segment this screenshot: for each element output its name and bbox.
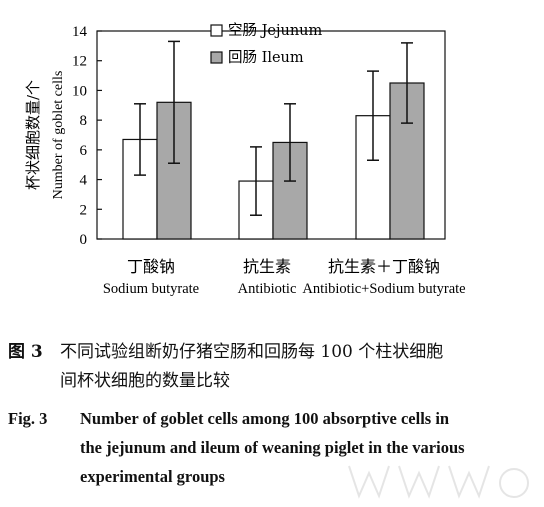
caption-cn-label: 图 3: [8, 342, 43, 362]
category-label-english: Antibiotic: [238, 281, 297, 297]
y-tick-label: 0: [80, 232, 88, 248]
y-axis-label-chinese: 杯状细胞数量/个: [24, 80, 42, 190]
legend-swatch-jejunum: [210, 24, 223, 37]
category-label-english: Antibiotic+Sodium butyrate: [302, 281, 465, 297]
bar-jejunum: [122, 138, 158, 240]
legend-label-ileum: 回肠 Ileum: [228, 49, 304, 66]
y-axis-label-english: Number of goblet cells: [51, 71, 66, 200]
watermark-logo: [348, 465, 529, 499]
legend-label-jejunum: 空肠 Jejunum: [228, 22, 323, 39]
caption-en-line2: the jejunum and ileum of weaning piglet …: [80, 438, 465, 457]
caption-cn-line2: 间杯状细胞的数量比较: [60, 371, 230, 391]
y-tick-label: 8: [80, 113, 88, 129]
y-tick-label: 14: [72, 24, 88, 40]
chart-legend: 空肠 Jejunum 回肠 Ileum: [210, 22, 323, 66]
category-label-chinese: 抗生素: [243, 257, 291, 276]
category-label-chinese: 抗生素＋丁酸钠: [328, 257, 440, 276]
figure-caption-chinese: 图 3 不同试验组断奶仔猪空肠和回肠每 100 个柱状细胞 间杯状细胞的数量比较: [8, 338, 538, 396]
legend-swatch-ileum: [210, 51, 223, 64]
goblet-cell-bar-chart: 0 2 4 6 8 10 12 14 杯状细胞数量/个 Number of goblet cell…: [24, 22, 466, 297]
y-tick-label: 2: [80, 202, 88, 218]
figure-caption-english: Fig. 3 Number of goblet cells among 100 a…: [8, 404, 540, 491]
category-label-chinese: 丁酸钠: [127, 257, 175, 276]
y-tick-label: 4: [80, 173, 88, 189]
y-tick-label: 12: [72, 54, 87, 70]
caption-en-label: Fig. 3: [8, 409, 48, 428]
caption-en-line1: Number of goblet cells among 100 absorpt…: [80, 409, 450, 428]
caption-en-line3: experimental groups: [80, 467, 225, 486]
chart-labels: 0 2 4 6 8 10 12 14 杯状细胞数量/个 Number of goblet cell…: [24, 24, 466, 297]
y-tick-label: 6: [80, 143, 88, 159]
chart-bars: [122, 40, 425, 240]
y-tick-label: 10: [72, 83, 87, 99]
caption-cn-line1: 不同试验组断奶仔猪空肠和回肠每 100 个柱状细胞: [60, 342, 444, 362]
category-label-english: Sodium butyrate: [103, 281, 199, 297]
